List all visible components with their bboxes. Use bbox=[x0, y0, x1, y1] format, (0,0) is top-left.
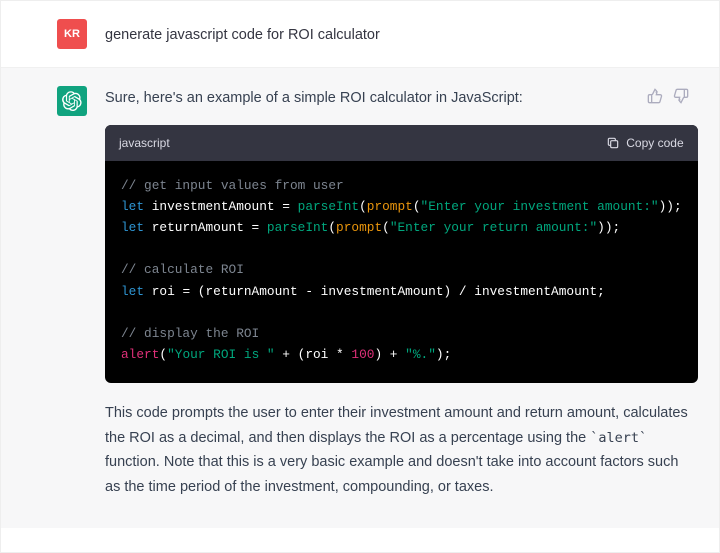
user-prompt-text: generate javascript code for ROI calcula… bbox=[105, 19, 695, 49]
code-header: javascript Copy code bbox=[105, 125, 698, 161]
code-token: roi = (returnAmount - investmentAmount) … bbox=[144, 284, 605, 299]
explain-text: function. Note that this is a very basic… bbox=[105, 454, 678, 495]
assistant-message: Sure, here's an example of a simple ROI … bbox=[1, 68, 719, 528]
code-token: parseInt bbox=[267, 220, 328, 235]
code-token: ( bbox=[159, 347, 167, 362]
code-token: "Your ROI is " bbox=[167, 347, 275, 362]
code-token: ( bbox=[328, 220, 336, 235]
code-body[interactable]: // get input values from user let invest… bbox=[105, 161, 698, 383]
code-token: let bbox=[121, 284, 144, 299]
code-token: 100 bbox=[351, 347, 374, 362]
thumbs-down-icon bbox=[673, 88, 689, 104]
code-token: let bbox=[121, 220, 144, 235]
code-token: + (roi * bbox=[275, 347, 352, 362]
code-block: javascript Copy code // get input values… bbox=[105, 125, 698, 383]
user-avatar-initials: KR bbox=[64, 28, 80, 40]
copy-icon bbox=[606, 136, 620, 150]
thumbs-up-button[interactable] bbox=[647, 88, 663, 104]
code-token: )); bbox=[659, 199, 682, 214]
copy-code-button[interactable]: Copy code bbox=[606, 133, 683, 153]
feedback-buttons bbox=[647, 88, 689, 104]
code-token: ( bbox=[359, 199, 367, 214]
code-token: prompt bbox=[367, 199, 413, 214]
assistant-intro-text: Sure, here's an example of a simple ROI … bbox=[105, 86, 698, 111]
code-token: "%." bbox=[405, 347, 436, 362]
assistant-avatar bbox=[57, 86, 87, 116]
code-token: )); bbox=[597, 220, 620, 235]
thumbs-up-icon bbox=[647, 88, 663, 104]
assistant-content: Sure, here's an example of a simple ROI … bbox=[105, 86, 698, 500]
code-token: investmentAmount = bbox=[144, 199, 298, 214]
thumbs-down-button[interactable] bbox=[673, 88, 689, 104]
code-token: ( bbox=[382, 220, 390, 235]
assistant-explanation: This code prompts the user to enter thei… bbox=[105, 401, 698, 500]
code-token: ); bbox=[436, 347, 451, 362]
code-token: prompt bbox=[336, 220, 382, 235]
code-token: // display the ROI bbox=[121, 326, 259, 341]
code-token: ) + bbox=[374, 347, 405, 362]
code-token: parseInt bbox=[298, 199, 359, 214]
code-token: "Enter your return amount:" bbox=[390, 220, 597, 235]
inline-code: `alert` bbox=[590, 430, 647, 446]
code-token: // calculate ROI bbox=[121, 262, 244, 277]
code-token: let bbox=[121, 199, 144, 214]
copy-code-label: Copy code bbox=[626, 133, 683, 153]
chat-container: KR generate javascript code for ROI calc… bbox=[0, 0, 720, 553]
code-token: // get input values from user bbox=[121, 178, 344, 193]
user-message: KR generate javascript code for ROI calc… bbox=[1, 1, 719, 68]
code-token: "Enter your investment amount:" bbox=[421, 199, 659, 214]
openai-logo-icon bbox=[62, 91, 82, 111]
code-token: returnAmount = bbox=[144, 220, 267, 235]
code-token: ( bbox=[413, 199, 421, 214]
user-avatar: KR bbox=[57, 19, 87, 49]
code-language-label: javascript bbox=[119, 133, 170, 153]
code-token: alert bbox=[121, 347, 159, 362]
